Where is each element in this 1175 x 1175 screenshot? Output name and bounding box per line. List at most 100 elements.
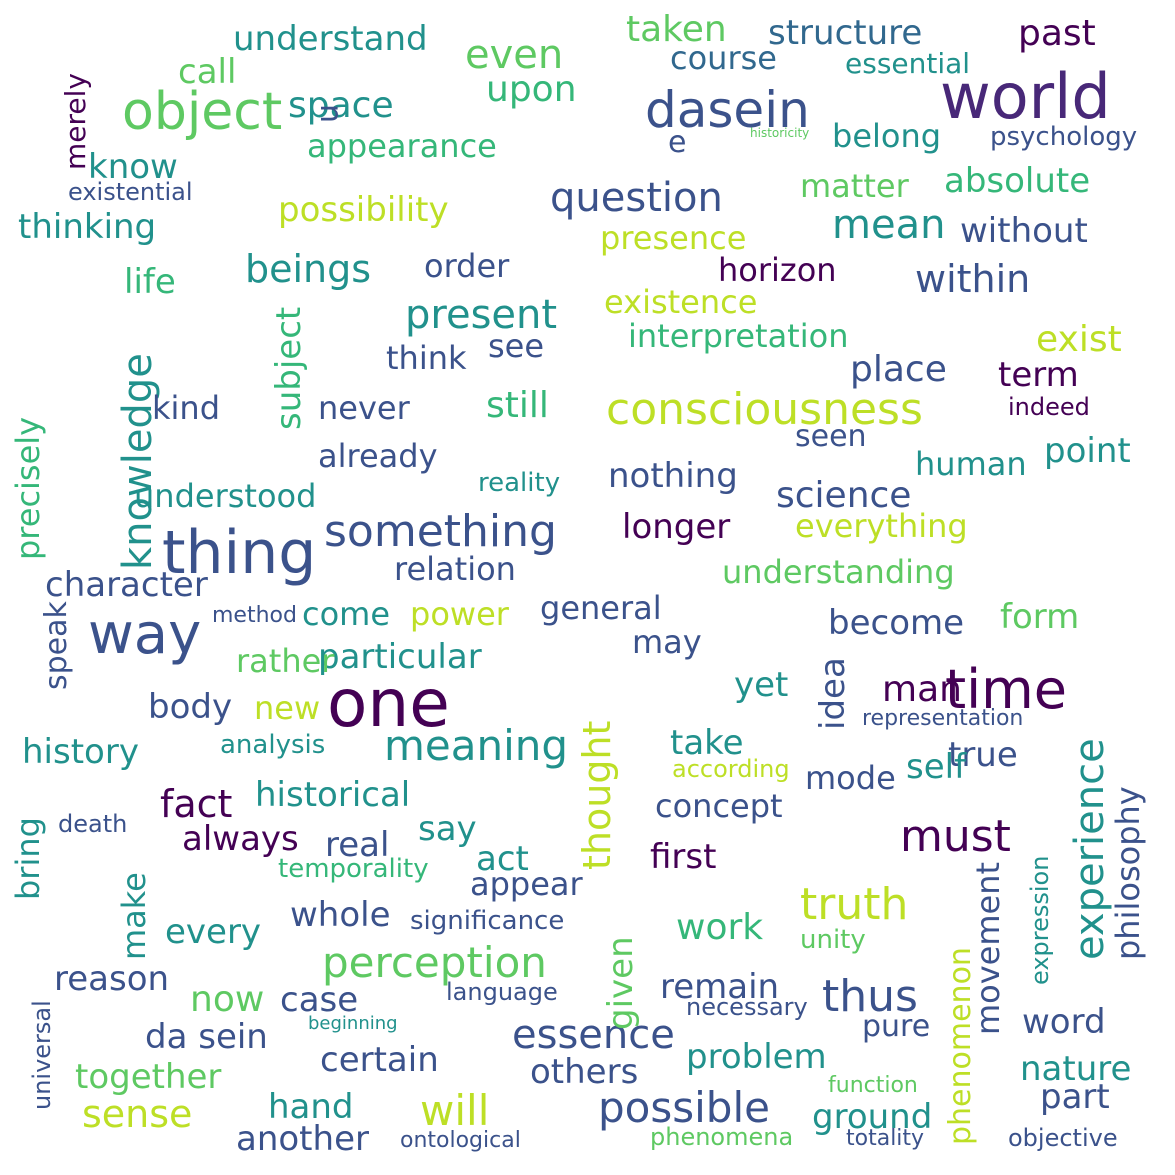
word: totality	[846, 1126, 925, 1151]
word: think	[386, 339, 467, 377]
word: speak	[39, 601, 74, 690]
word: structure	[768, 13, 923, 53]
word: horizon	[718, 251, 837, 289]
word: one	[327, 665, 450, 742]
word: term	[998, 355, 1079, 395]
word: whole	[290, 895, 391, 935]
word: place	[850, 349, 947, 390]
word: call	[178, 52, 237, 92]
word: problem	[686, 1037, 827, 1077]
word: body	[148, 687, 233, 727]
word: necessary	[686, 993, 808, 1021]
word: life	[124, 262, 176, 302]
word: know	[88, 147, 178, 187]
word: perception	[322, 938, 547, 987]
word: work	[676, 907, 764, 948]
word: bring	[9, 817, 47, 900]
word: human	[915, 445, 1027, 483]
word: now	[190, 979, 265, 1020]
word: possible	[598, 1083, 770, 1132]
word: philosophy	[1109, 786, 1147, 960]
word: matter	[800, 167, 909, 205]
word: first	[650, 837, 717, 877]
word: according	[672, 755, 790, 783]
word: function	[828, 1073, 918, 1098]
word: da sein	[145, 1017, 268, 1057]
word: upon	[486, 69, 577, 110]
word: pure	[862, 1009, 931, 1044]
word: particular	[318, 637, 482, 677]
word: movement	[969, 861, 1007, 1035]
word: even	[465, 32, 564, 78]
word: take	[670, 723, 744, 763]
word: analysis	[220, 730, 326, 760]
word: still	[486, 385, 549, 426]
word: longer	[622, 507, 731, 547]
word: psychology	[990, 122, 1138, 152]
word: presence	[600, 219, 747, 257]
word: real	[325, 825, 390, 865]
word: world	[940, 60, 1111, 133]
word: indeed	[1008, 393, 1090, 421]
word: historical	[255, 775, 411, 815]
word: understood	[134, 477, 317, 515]
word: thinking	[18, 207, 157, 247]
word: never	[318, 389, 410, 427]
word: must	[900, 811, 1011, 862]
word: expression	[1026, 855, 1054, 985]
word: existence	[604, 283, 758, 321]
word: knowledge	[115, 353, 161, 570]
word: experience	[1067, 738, 1113, 960]
word: science	[776, 475, 912, 516]
word: beings	[245, 247, 372, 291]
word: question	[550, 175, 723, 221]
word: precisely	[9, 416, 47, 560]
word: phenomena	[650, 1123, 794, 1151]
word: become	[828, 603, 965, 643]
word: certain	[320, 1040, 439, 1080]
word: rather	[236, 642, 335, 680]
word: self	[906, 747, 967, 787]
word: act	[476, 839, 529, 879]
word: interpretation	[628, 317, 849, 355]
word: n	[313, 104, 348, 124]
word: objective	[1008, 1124, 1118, 1152]
word: present	[405, 292, 558, 338]
word: form	[1000, 597, 1080, 637]
word: see	[488, 327, 545, 365]
word: thought	[575, 720, 619, 870]
word: everything	[795, 507, 968, 545]
word: come	[302, 595, 391, 633]
word: consciousness	[606, 384, 923, 435]
word: mode	[805, 759, 896, 797]
word: seen	[795, 419, 867, 454]
word: essence	[512, 1012, 675, 1058]
word: temporality	[278, 854, 429, 884]
word: understanding	[722, 553, 955, 591]
word: character	[45, 565, 208, 605]
word: within	[915, 257, 1031, 301]
word: another	[236, 1119, 369, 1159]
word: general	[540, 589, 662, 627]
word: nature	[1020, 1049, 1132, 1089]
word: order	[424, 247, 510, 285]
word: method	[212, 603, 297, 628]
word: e	[668, 125, 687, 160]
word: merely	[59, 73, 92, 170]
word: nothing	[608, 456, 738, 496]
word: kind	[152, 389, 221, 427]
word: always	[182, 819, 299, 859]
word: part	[1040, 1077, 1110, 1117]
word: man	[882, 669, 962, 710]
word: appear	[470, 865, 583, 903]
word: thing	[162, 518, 317, 588]
word: remain	[660, 967, 780, 1007]
word: given	[601, 936, 641, 1030]
word: appearance	[307, 127, 497, 165]
word: others	[530, 1052, 639, 1092]
word: language	[446, 978, 558, 1006]
word: subject	[269, 306, 309, 430]
word: idea	[813, 657, 853, 730]
word: something	[324, 506, 557, 557]
word: thus	[822, 971, 918, 1022]
